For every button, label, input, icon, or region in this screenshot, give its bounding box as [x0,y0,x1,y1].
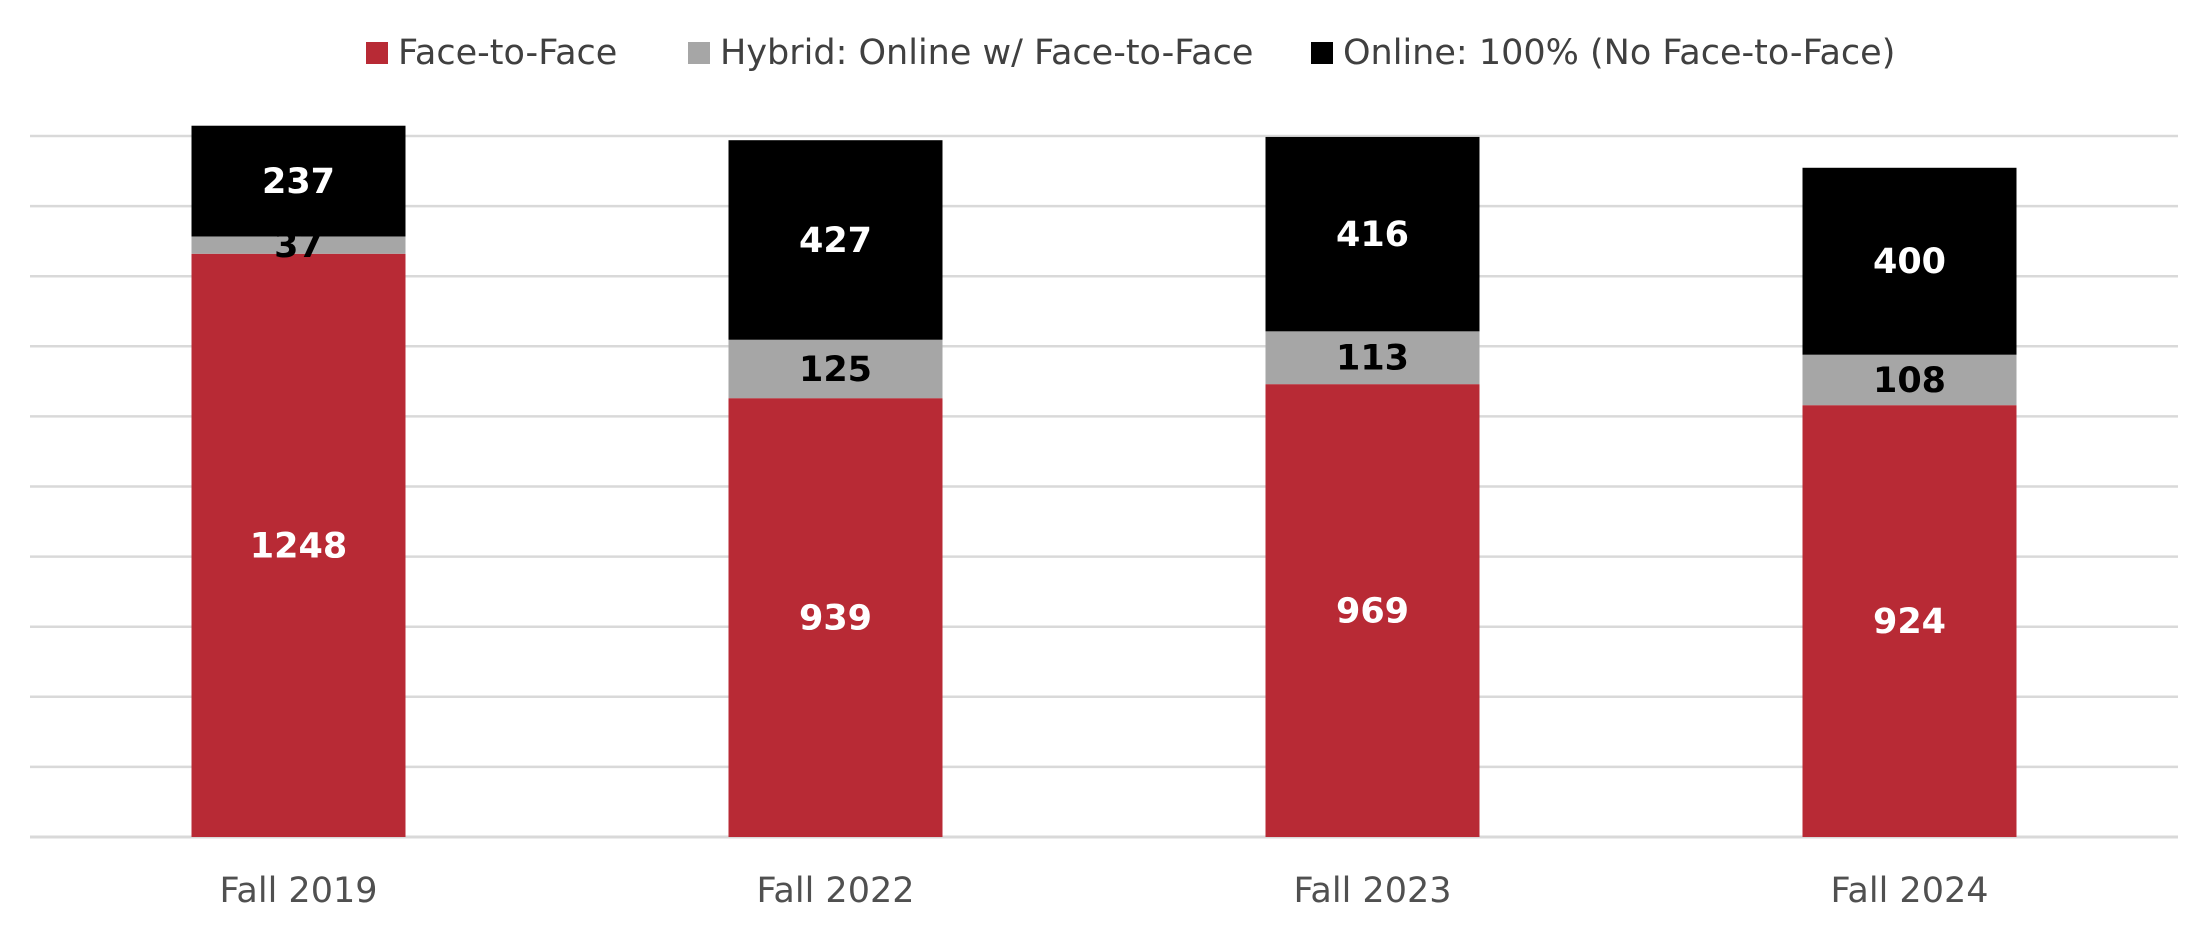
legend-label: Hybrid: Online w/ Face-to-Face [720,33,1253,73]
bar-segment [1802,405,2017,837]
bar-segment [191,253,406,837]
data-label: 108 [1873,361,1946,401]
data-label: 400 [1873,242,1946,282]
bars [191,125,2017,837]
bar-segment [1802,354,2017,406]
data-label: 427 [799,221,872,261]
bar-segment [728,140,943,340]
data-label: 237 [262,162,335,202]
data-label: 924 [1873,602,1946,642]
bar-segment [191,125,406,237]
data-label: 125 [799,350,872,390]
legend-swatch [688,42,710,64]
x-tick-label: Fall 2024 [1830,871,1988,911]
data-label: 113 [1336,339,1409,379]
x-tick-label: Fall 2023 [1293,871,1451,911]
data-label: 1248 [250,526,347,566]
bar-segment [1802,167,2017,355]
x-tick-label: Fall 2019 [219,871,377,911]
data-label: 37 [274,226,323,266]
bar-segment [1265,136,1480,332]
data-label: 969 [1336,592,1409,632]
data-label: 416 [1336,215,1409,255]
x-axis: Fall 2019 Fall 2022 Fall 2023 Fall 2024 [219,871,1988,911]
legend-label: Online: 100% (No Face-to-Face) [1343,33,1895,73]
bar-segment [728,398,943,837]
bar-segment [1265,384,1480,837]
bar-segment [728,339,943,399]
bar-segment [1265,331,1480,385]
data-label: 939 [799,599,872,639]
data-labels: 1248 37 237 939 125 427 969 113 416 924 108 400 [250,162,1946,642]
legend-swatch [366,42,388,64]
bar-segment [191,236,406,254]
x-tick-label: Fall 2022 [756,871,914,911]
legend: Face-to-Face Hybrid: Online w/ Face-to-Fa… [366,33,1895,73]
legend-swatch [1311,42,1333,64]
legend-label: Face-to-Face [398,33,617,73]
